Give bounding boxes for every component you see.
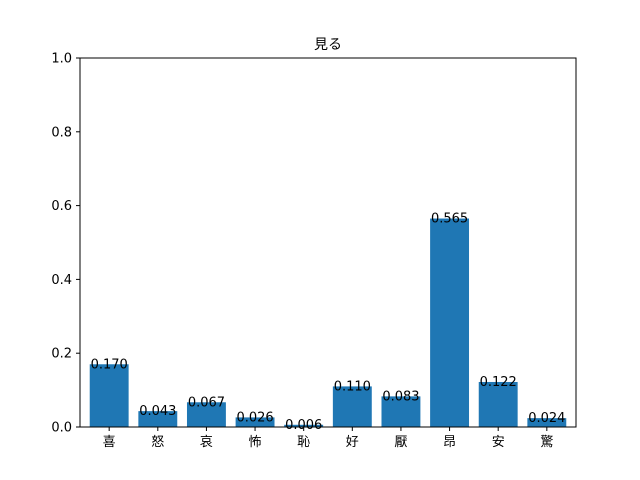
y-tick-label: 1.0 xyxy=(51,52,72,67)
y-axis-ticks: 0.0 0.2 0.4 0.6 0.8 1.0 xyxy=(51,52,80,436)
x-tick-label: 好 xyxy=(346,435,359,450)
x-tick-label: 怒 xyxy=(151,435,164,450)
y-tick-label: 0.4 xyxy=(51,273,72,288)
bar xyxy=(381,396,421,427)
plot-frame xyxy=(79,57,577,428)
bar xyxy=(235,417,275,427)
x-tick-label: 厭 xyxy=(394,435,407,450)
x-tick-label: 驚 xyxy=(540,434,553,450)
bar xyxy=(332,386,372,427)
x-tick-label: 喜 xyxy=(103,435,116,450)
x-tick-label: 怖 xyxy=(249,434,262,450)
x-tick-label: 哀 xyxy=(200,435,213,450)
data-labels: 0.170 0.043 0.067 0.026 0.006 0.110 0.083 0.565… xyxy=(91,212,566,433)
y-tick-label: 0.2 xyxy=(51,347,72,362)
y-tick-label: 0.8 xyxy=(51,125,72,140)
bar-value-label: 0.006 xyxy=(285,418,322,433)
bar-value-label: 0.565 xyxy=(431,212,468,227)
x-tick-label: 恥 xyxy=(297,435,310,450)
bar-value-label: 0.083 xyxy=(382,389,419,404)
bar xyxy=(430,218,470,427)
bar-value-label: 0.067 xyxy=(188,395,225,410)
bar-value-label: 0.110 xyxy=(334,379,371,394)
bar xyxy=(138,411,178,427)
bar xyxy=(478,381,518,427)
bar-value-label: 0.026 xyxy=(236,410,273,425)
bar-value-label: 0.122 xyxy=(480,375,517,390)
bar xyxy=(89,364,129,427)
bar-series xyxy=(89,218,567,427)
bar-value-label: 0.170 xyxy=(91,357,128,372)
bar xyxy=(284,424,324,427)
x-axis-ticks: 喜怒哀怖恥好厭昂安驚 xyxy=(103,427,553,450)
y-tick-label: 0.6 xyxy=(51,199,72,214)
x-tick-label: 昂 xyxy=(443,435,456,450)
bar-value-label: 0.024 xyxy=(528,411,565,426)
bar xyxy=(186,402,226,427)
bar xyxy=(527,418,567,427)
x-tick-label: 安 xyxy=(492,435,505,450)
y-tick-label: 0.0 xyxy=(51,421,72,436)
chart-title: 見る xyxy=(314,37,342,53)
bar-value-label: 0.043 xyxy=(139,404,176,419)
